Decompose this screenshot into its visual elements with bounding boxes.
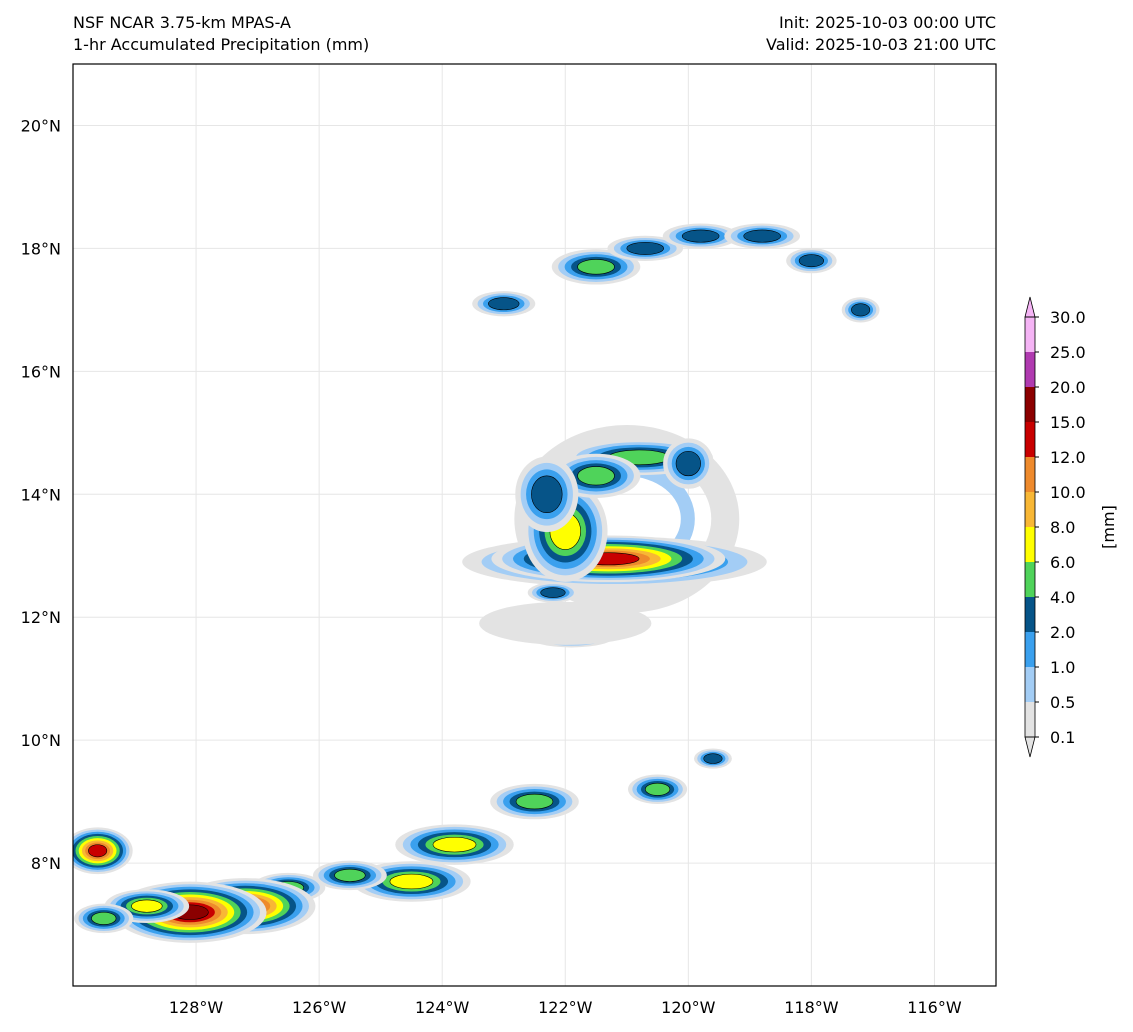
precip-contour (743, 229, 781, 243)
precip-cell (479, 601, 652, 645)
map-title-right: Init: 2025-10-03 00:00 UTC Valid: 2025-1… (766, 12, 996, 56)
precip-contour (488, 297, 520, 311)
lon-tick-label: 120°W (661, 998, 716, 1017)
colorbar-segment (1025, 667, 1035, 702)
colorbar-label: [mm] (1099, 505, 1118, 549)
colorbar-segment (1025, 422, 1035, 457)
colorbar-tick-label: 12.0 (1050, 448, 1086, 467)
colorbar-tick-label: 2.0 (1050, 623, 1075, 642)
colorbar-tick-label: 15.0 (1050, 413, 1086, 432)
precip-cell (724, 223, 801, 249)
colorbar-tick-label: 30.0 (1050, 308, 1086, 327)
latitude-ticks: 8°N 10°N 12°N 14°N 16°N 18°N 20°N (21, 116, 61, 873)
lat-tick-label: 10°N (21, 731, 61, 750)
colorbar-tick-label: 20.0 (1050, 378, 1086, 397)
precip-contour (675, 450, 701, 477)
colorbar-segment (1025, 632, 1035, 667)
lat-tick-label: 12°N (21, 608, 61, 627)
precip-cell (527, 582, 579, 603)
map-frame (72, 63, 997, 987)
precip-cell (395, 824, 514, 865)
precip-contour (389, 873, 434, 890)
field-name: 1-hr Accumulated Precipitation (mm) (73, 35, 370, 54)
precip-cell (312, 860, 387, 891)
colorbar-segment (1025, 457, 1035, 492)
lon-tick-label: 126°W (292, 998, 347, 1017)
colorbar-tick-label: 10.0 (1050, 483, 1086, 502)
precip-contour (626, 241, 665, 255)
colorbar-extend-min (1024, 736, 1036, 758)
colorbar-tick-label: 1.0 (1050, 658, 1075, 677)
model-name: NSF NCAR 3.75-km MPAS-A (73, 13, 291, 32)
precip-cell (607, 235, 684, 262)
colorbar-segment (1025, 597, 1035, 632)
precip-contour (432, 836, 477, 853)
lon-tick-label: 128°W (169, 998, 224, 1017)
lat-tick-label: 8°N (31, 854, 61, 873)
precip-cell (472, 291, 536, 317)
lat-tick-label: 18°N (21, 239, 61, 258)
lon-tick-label: 118°W (784, 998, 839, 1017)
precip-features (73, 223, 880, 943)
precip-contour (644, 782, 671, 796)
precip-contour (798, 254, 825, 268)
colorbar-extend-max (1024, 296, 1036, 318)
colorbar-segment (1025, 702, 1035, 737)
longitude-ticks: 128°W 126°W 124°W 122°W 120°W 118°W 116°W (169, 998, 962, 1017)
precip-contour (531, 475, 563, 514)
colorbar-segment (1025, 352, 1035, 387)
precip-cell (515, 456, 579, 533)
colorbar-segment (1025, 562, 1035, 597)
precip-cell (841, 297, 880, 323)
colorbar-tick-label: 0.5 (1050, 693, 1075, 712)
lat-tick-label: 20°N (21, 116, 61, 135)
colorbar-segment (1025, 387, 1035, 422)
precip-cell (490, 783, 579, 820)
gridlines (73, 64, 996, 986)
precip-contour (851, 303, 871, 317)
map-plot-area (73, 64, 996, 986)
precip-cell (786, 248, 837, 274)
precip-cell (694, 748, 732, 769)
colorbar-tick-label: 0.1 (1050, 728, 1075, 747)
lat-tick-label: 16°N (21, 362, 61, 381)
map-title-left: NSF NCAR 3.75-km MPAS-A 1-hr Accumulated… (73, 12, 369, 56)
colorbar-tick-label: 6.0 (1050, 553, 1075, 572)
precip-cell (74, 903, 134, 934)
precip-contour (88, 844, 108, 858)
precip-cell (662, 223, 739, 249)
precip-contour (577, 466, 615, 486)
colorbar-segment (1025, 492, 1035, 527)
precip-cell (73, 827, 133, 875)
precip-contour (479, 601, 652, 645)
precip-cell (628, 774, 688, 805)
lat-tick-label: 14°N (21, 485, 61, 504)
init-time: Init: 2025-10-03 00:00 UTC (778, 13, 996, 32)
colorbar-tick-label: 4.0 (1050, 588, 1075, 607)
colorbar: 0.1 0.5 1.0 2.0 4.0 6.0 8.0 10.0 12.0 15.0 20.0 25.… (1024, 296, 1118, 758)
precip-contour (131, 899, 163, 913)
lon-tick-label: 124°W (415, 998, 470, 1017)
colorbar-segment (1025, 527, 1035, 562)
precip-contour (91, 911, 117, 925)
lon-tick-label: 122°W (538, 998, 593, 1017)
precip-cell (551, 249, 641, 285)
precip-contour (577, 259, 615, 275)
colorbar-segment (1025, 317, 1035, 352)
precip-contour (540, 587, 566, 598)
precip-contour (681, 229, 720, 243)
precip-cell (663, 438, 714, 489)
lon-tick-label: 116°W (907, 998, 962, 1017)
precip-cell (104, 889, 190, 923)
colorbar-tick-label: 25.0 (1050, 343, 1086, 362)
precip-contour (334, 868, 366, 882)
precip-contour (703, 753, 723, 764)
valid-time: Valid: 2025-10-03 21:00 UTC (765, 35, 996, 54)
precip-contour (515, 793, 554, 810)
colorbar-tick-label: 8.0 (1050, 518, 1075, 537)
